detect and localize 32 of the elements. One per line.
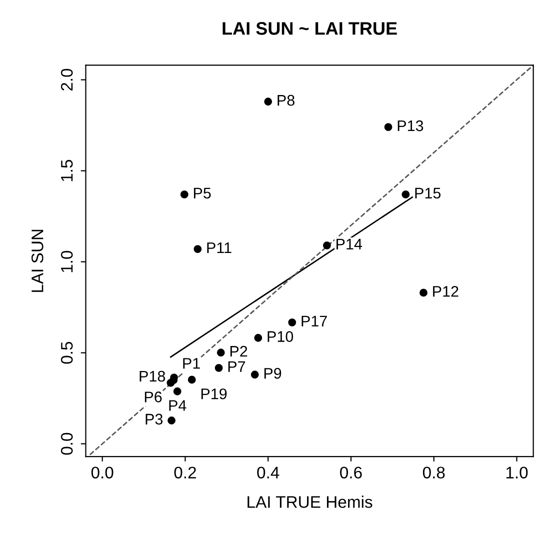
x-tick-label: 0.4 [257,466,280,478]
annotation: P3 [146,414,163,425]
annotation: P19 [201,388,227,400]
y-tick-label: 0.0 [60,432,73,455]
chart-title: LAI SUN ~ LAI TRUE [222,22,397,35]
annotation: P2 [230,346,248,357]
annotation: P18 [140,370,166,382]
annotation: P7 [228,361,246,372]
x-tick-label: 0.2 [174,466,196,478]
annotation: P1 [183,358,200,369]
annotation: P9 [264,368,282,379]
x-tick-label: 1.0 [506,466,528,478]
y-axis-title: LAI SUN [32,230,44,292]
annotation: P6 [144,392,162,402]
annotation: P11 [207,242,232,253]
x-tick-label: 0.8 [422,466,445,478]
annotation: P17 [302,316,327,326]
annotation: P8 [278,94,294,106]
annotation: P5 [194,188,211,199]
annotation: P4 [169,400,186,411]
annotation: P15 [415,188,441,199]
y-tick-label: 0.5 [60,342,73,364]
x-axis-title: LAI TRUE Hemis [248,496,372,508]
annotation: P13 [398,120,424,132]
x-tick-label: 0.0 [91,466,114,478]
y-tick-label: 1.5 [61,160,73,182]
y-tick-label: 1.0 [60,250,73,272]
annotation: P12 [433,286,458,297]
annotation: P10 [268,331,294,342]
annotation: P14 [336,238,362,250]
y-tick-label: 2.0 [60,68,73,91]
x-tick-label: 0.6 [340,466,362,478]
